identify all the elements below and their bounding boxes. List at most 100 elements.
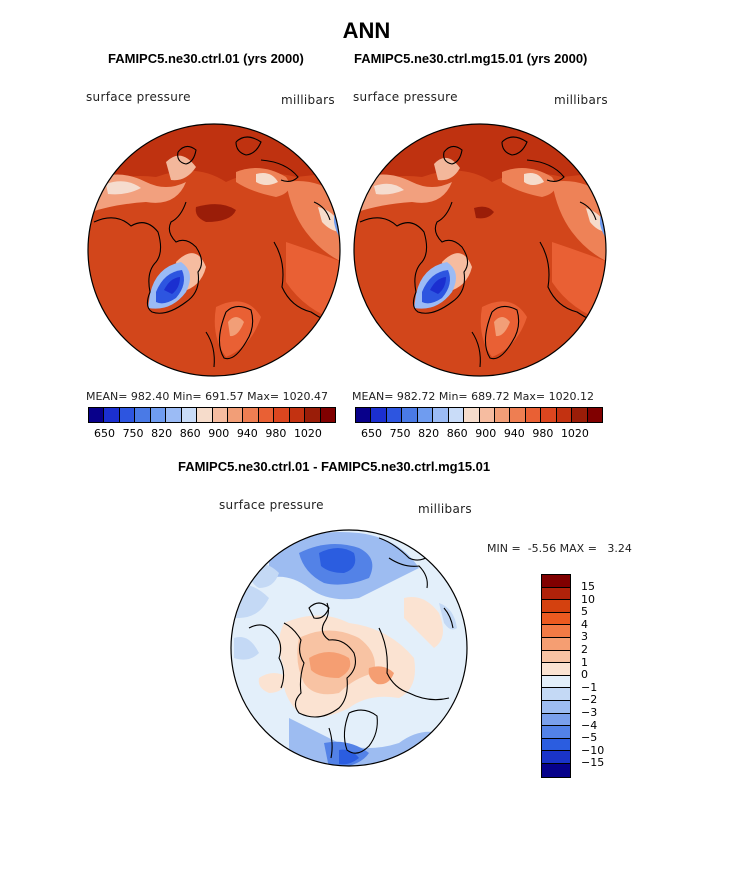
colorbar-swatch [243, 408, 259, 422]
colorbar-swatch [197, 408, 213, 422]
diff-max-value: 3.24 [607, 542, 632, 555]
colorbar-tick-label: 750 [122, 427, 144, 440]
colorbar-tick-label: 900 [208, 427, 230, 440]
colorbar-tick-label: 5 [581, 605, 588, 619]
colorbar-tick-label: −10 [581, 743, 605, 757]
diff-variable-label: surface pressure [219, 498, 324, 512]
right-stats: MEAN= 982.72 Min= 689.72 Max= 1020.12 [352, 390, 595, 403]
colorbar-swatch [542, 637, 570, 651]
colorbar-swatch [542, 700, 570, 714]
diff-min-value: -5.56 [527, 542, 557, 555]
colorbar-swatch [212, 408, 228, 422]
colorbar-swatch [320, 408, 335, 422]
colorbar-swatch [542, 612, 570, 626]
colorbar-swatch [150, 408, 167, 422]
colorbar-swatch [356, 408, 372, 422]
colorbar-swatch [542, 688, 570, 701]
page-title: ANN [342, 18, 391, 43]
colorbar-swatch [572, 408, 588, 422]
colorbar-tick-label: 3 [581, 630, 588, 644]
colorbar-tick-label: 15 [581, 580, 595, 593]
colorbar-swatch [104, 408, 120, 422]
left-colorbar: 650 750 820 860 900 940 980 1020 [88, 407, 336, 440]
colorbar-swatch [542, 625, 570, 638]
colorbar-swatch [542, 738, 570, 752]
colorbar-swatch [433, 408, 449, 422]
colorbar-swatch [402, 408, 418, 422]
colorbar-tick-label: 820 [418, 427, 440, 440]
colorbar-swatch [227, 408, 244, 422]
colorbar-tick-label: −3 [581, 705, 598, 719]
colorbar-tick-label: −15 [581, 756, 605, 770]
colorbar-swatch [542, 726, 570, 739]
colorbar-swatch [542, 763, 570, 777]
colorbar-swatch [464, 408, 480, 422]
colorbar-tick-label: 940 [503, 427, 525, 440]
colorbar-swatch [305, 408, 321, 422]
right-variable-label: surface pressure [353, 90, 458, 104]
colorbar-tick-label: −5 [581, 731, 598, 745]
colorbar-tick-label: 940 [236, 427, 258, 440]
colorbar-swatch [448, 408, 465, 422]
colorbar-tick-label: 2 [581, 642, 588, 656]
colorbar-swatch [289, 408, 306, 422]
colorbar-tick-label: 820 [151, 427, 173, 440]
right-polar-map [353, 123, 607, 377]
colorbar-swatch [541, 408, 557, 422]
left-case-title: FAMIPC5.ne30.ctrl.01 (yrs 2000) [108, 51, 304, 66]
diff-max-label: MAX = [559, 542, 597, 555]
colorbar-tick-label: −2 [581, 693, 598, 707]
colorbar-swatch [542, 600, 570, 613]
diff-title: FAMIPC5.ne30.ctrl.01 - FAMIPC5.ne30.ctrl… [178, 459, 491, 474]
colorbar-swatch [542, 650, 570, 664]
colorbar-swatch [166, 408, 182, 422]
colorbar-swatch [89, 408, 105, 422]
colorbar-swatch [181, 408, 198, 422]
left-units-label: millibars [281, 93, 335, 107]
diff-polar-map [230, 529, 468, 767]
colorbar-tick-label: 1020 [293, 427, 322, 440]
colorbar-swatch [386, 408, 403, 422]
colorbar-tick-label: 650 [94, 427, 115, 440]
colorbar-swatch [587, 408, 602, 422]
colorbar-swatch [525, 408, 542, 422]
colorbar-swatch [135, 408, 151, 422]
diff-units-label: millibars [418, 502, 472, 516]
colorbar-tick-label: 650 [361, 427, 382, 440]
left-stats: MEAN= 982.40 Min= 691.57 Max= 1020.47 [86, 390, 329, 403]
colorbar-swatch [494, 408, 511, 422]
right-units-label: millibars [554, 93, 608, 107]
diff-min-label: MIN = [487, 542, 521, 555]
colorbar-tick-label: 4 [581, 617, 588, 631]
colorbar-tick-label: 1 [581, 655, 588, 669]
colorbar-swatch [542, 713, 570, 727]
colorbar-swatch [542, 587, 570, 601]
colorbar-swatch [556, 408, 573, 422]
colorbar-tick-label: 10 [581, 592, 595, 606]
left-polar-map [87, 123, 341, 377]
colorbar-swatch [542, 751, 570, 764]
right-colorbar: 650 750 820 860 900 940 980 1020 [355, 407, 603, 440]
diff-colorbar: 15 10 5 4 3 2 1 0 −1 −2 −3 −4 −5 −10 −15 [541, 574, 604, 778]
colorbar-swatch [274, 408, 290, 422]
colorbar-swatch [479, 408, 495, 422]
colorbar-tick-label: 860 [179, 427, 201, 440]
colorbar-swatch [417, 408, 434, 422]
colorbar-tick-label: 0 [581, 668, 588, 682]
colorbar-tick-label: 860 [446, 427, 468, 440]
colorbar-tick-label: 980 [265, 427, 287, 440]
colorbar-tick-label: 1020 [560, 427, 589, 440]
left-variable-label: surface pressure [86, 90, 191, 104]
colorbar-tick-label: 980 [532, 427, 554, 440]
colorbar-swatch [542, 675, 570, 689]
colorbar-swatch [542, 663, 570, 676]
colorbar-swatch [510, 408, 526, 422]
colorbar-swatch [542, 575, 570, 588]
colorbar-tick-label: 750 [389, 427, 411, 440]
colorbar-swatch [258, 408, 275, 422]
colorbar-swatch [371, 408, 387, 422]
right-case-title: FAMIPC5.ne30.ctrl.mg15.01 (yrs 2000) [354, 51, 588, 66]
colorbar-tick-label: −1 [581, 680, 598, 694]
colorbar-tick-label: −4 [581, 718, 598, 732]
colorbar-tick-label: 900 [475, 427, 497, 440]
